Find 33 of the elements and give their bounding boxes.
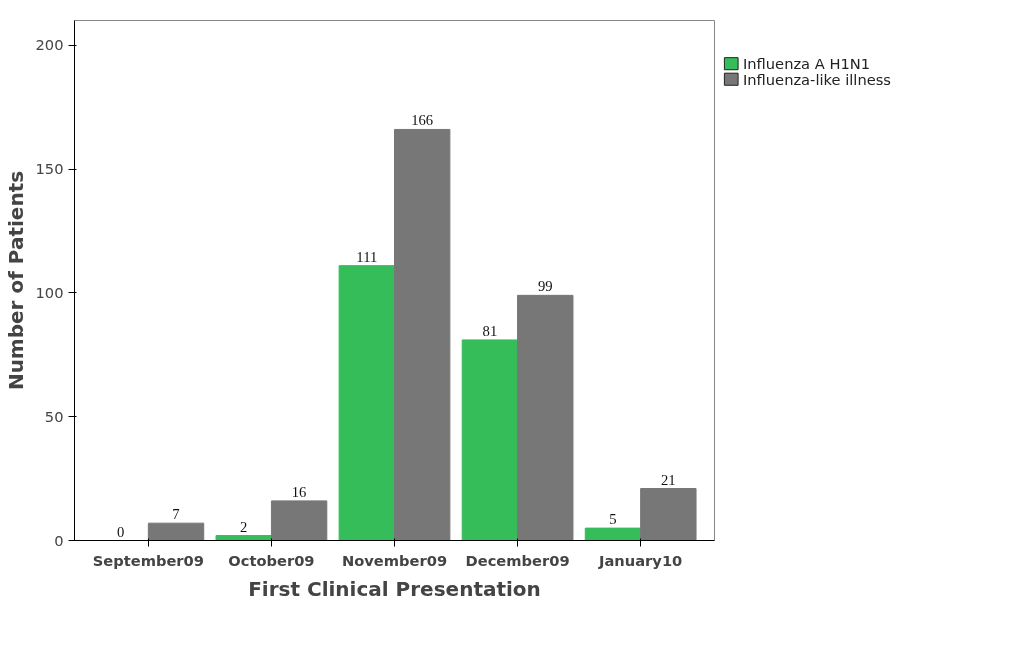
bar: [394, 128, 451, 541]
bar: [461, 339, 519, 541]
bar: [147, 522, 205, 541]
data-label: 0: [116, 523, 125, 540]
legend-label: Influenza A H1N1: [742, 55, 871, 73]
bar: [640, 488, 697, 541]
legend-label: Influenza-like illness: [742, 70, 891, 88]
x-tick-label: November09: [341, 551, 448, 569]
y-tick-label: 50: [44, 407, 64, 425]
data-label: 5: [609, 511, 617, 528]
y-tick-label: 0: [54, 531, 64, 549]
y-tick-label: 150: [35, 160, 64, 178]
data-label: 99: [537, 278, 553, 295]
y-tick-label: 200: [35, 36, 64, 54]
data-label: 16: [291, 483, 307, 500]
x-tick-label: October09: [228, 551, 315, 569]
data-label: 111: [356, 248, 378, 265]
x-tick-label: December09: [465, 551, 570, 569]
x-tick-label: September09: [92, 551, 204, 569]
data-label: 81: [482, 322, 498, 339]
x-tick-label: January10: [598, 551, 683, 569]
y-tick-label: 100: [35, 283, 64, 301]
data-label: 7: [172, 506, 180, 523]
x-axis-title: First Clinical Presentation: [248, 576, 541, 601]
y-axis-title: Number of Patients: [3, 170, 28, 391]
bar: [338, 265, 395, 541]
bar: [584, 527, 642, 541]
data-label: 166: [411, 112, 434, 129]
bar: [215, 535, 272, 541]
bar: [270, 500, 328, 541]
data-label: 2: [240, 518, 248, 535]
data-label: 21: [661, 471, 676, 488]
bar: [517, 294, 574, 541]
